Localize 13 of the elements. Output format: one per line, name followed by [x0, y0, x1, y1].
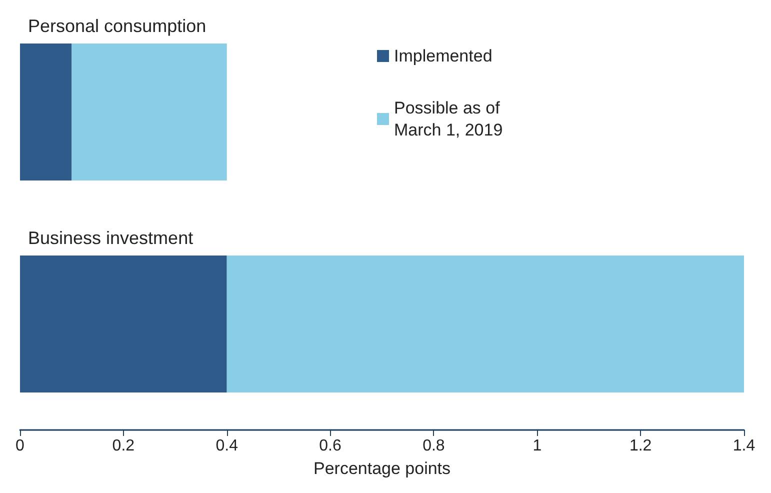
x-tick-label: 0.8 [422, 438, 445, 454]
x-axis-title: Percentage points [313, 459, 451, 478]
x-tick-label: 0.2 [112, 438, 135, 454]
y-tick-label: Business investment [28, 228, 194, 248]
y-tick-label: Personal consumption [28, 16, 206, 36]
x-tick-label: 1.4 [732, 438, 756, 454]
x-tick-label: 0 [16, 438, 25, 454]
x-tick-label: 0.4 [216, 438, 238, 454]
x-tick-label: 0.6 [319, 438, 342, 454]
x-tick-label: 1.2 [629, 438, 652, 454]
legend-label: Possible as of March 1, 2019 [394, 98, 505, 140]
x-tick-label: 1 [532, 438, 542, 454]
legend-label: Implemented [394, 46, 492, 66]
